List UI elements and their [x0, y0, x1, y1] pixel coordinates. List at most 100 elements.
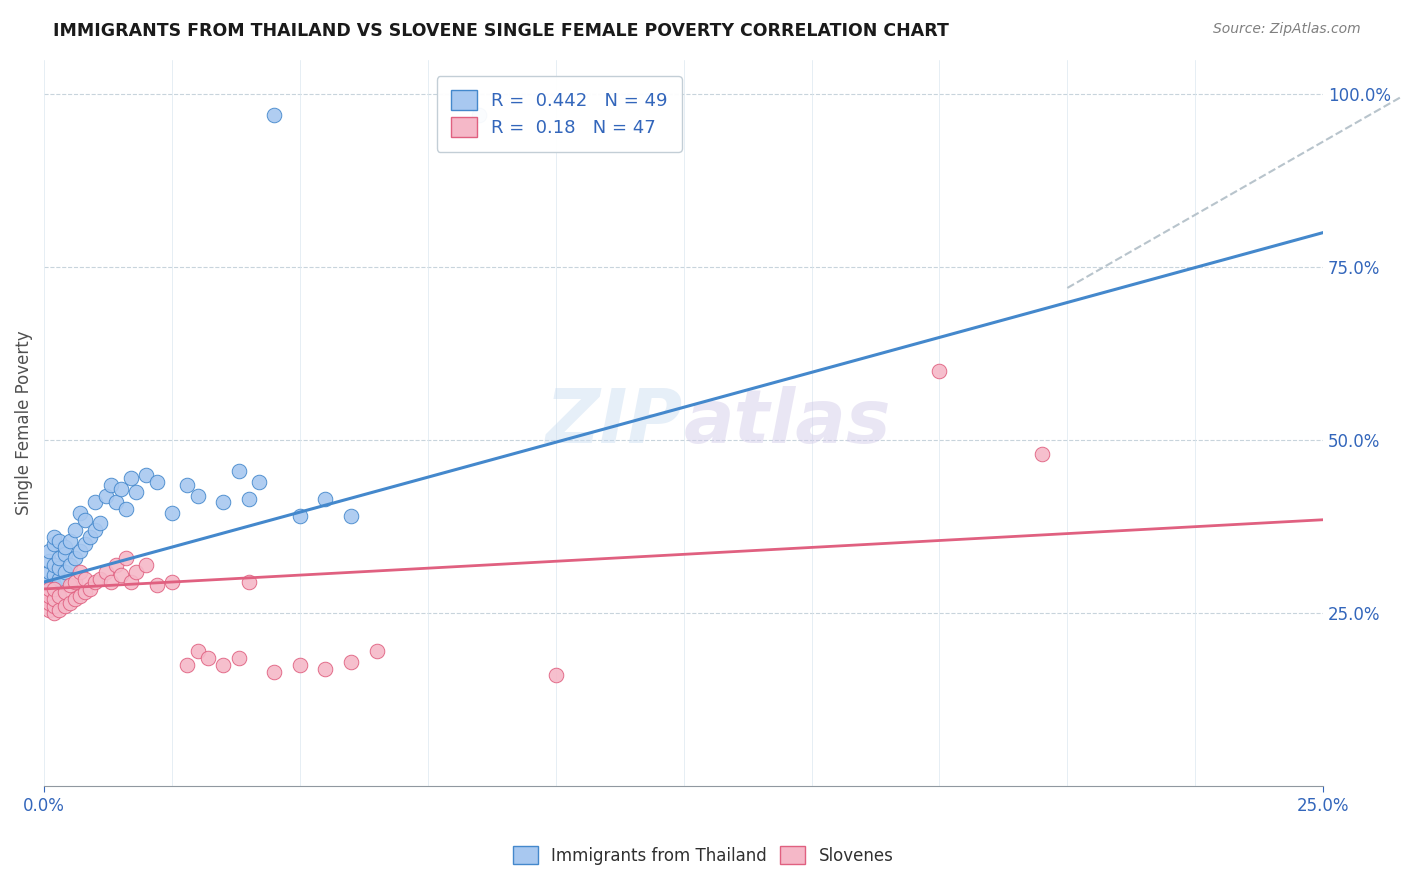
Point [238, 574, 260, 589]
Point [94, 489, 117, 503]
Point [69, 544, 91, 558]
Point [145, 475, 167, 489]
Point [340, 655, 363, 669]
Point [89, 572, 111, 586]
Point [197, 651, 219, 665]
Point [48, 550, 70, 565]
Point [48, 589, 70, 603]
Point [84, 523, 107, 537]
Point [79, 582, 101, 596]
Point [366, 644, 388, 658]
Point [84, 495, 107, 509]
Point [315, 491, 337, 506]
Point [38, 596, 60, 610]
Point [48, 603, 70, 617]
Point [73, 572, 96, 586]
Point [263, 108, 285, 122]
Point [44, 578, 66, 592]
Point [44, 582, 66, 596]
Point [110, 482, 132, 496]
Point [44, 558, 66, 572]
Point [53, 565, 76, 579]
Point [48, 561, 70, 575]
Point [63, 592, 86, 607]
Point [247, 475, 270, 489]
Point [104, 558, 127, 572]
Text: IMMIGRANTS FROM THAILAND VS SLOVENE SINGLE FEMALE POVERTY CORRELATION CHART: IMMIGRANTS FROM THAILAND VS SLOVENE SING… [53, 22, 949, 40]
Point [115, 550, 138, 565]
Point [59, 578, 82, 592]
Point [125, 565, 148, 579]
Point [38, 554, 60, 568]
Point [120, 574, 142, 589]
Point [63, 574, 86, 589]
Point [94, 565, 117, 579]
Point [63, 523, 86, 537]
Text: atlas: atlas [683, 386, 891, 459]
Point [69, 506, 91, 520]
Point [89, 516, 111, 531]
Point [187, 489, 209, 503]
Point [176, 658, 198, 673]
Point [288, 509, 311, 524]
Point [288, 658, 311, 673]
Point [160, 506, 183, 520]
Point [69, 565, 91, 579]
Point [38, 589, 60, 603]
Point [79, 530, 101, 544]
Point [59, 596, 82, 610]
Point [135, 558, 157, 572]
Point [928, 364, 950, 378]
Point [1031, 447, 1053, 461]
Point [100, 574, 122, 589]
Point [212, 495, 235, 509]
Point [263, 665, 285, 679]
Point [340, 509, 363, 524]
Point [38, 574, 60, 589]
Point [59, 558, 82, 572]
Point [53, 599, 76, 614]
Point [135, 467, 157, 482]
Point [63, 550, 86, 565]
Point [228, 464, 250, 478]
Point [315, 661, 337, 675]
Point [38, 603, 60, 617]
Point [44, 606, 66, 620]
Point [44, 537, 66, 551]
Point [104, 495, 127, 509]
Point [38, 565, 60, 579]
Point [44, 568, 66, 582]
Point [44, 592, 66, 607]
Point [115, 502, 138, 516]
Point [48, 572, 70, 586]
Point [238, 491, 260, 506]
Point [187, 644, 209, 658]
Point [468, 108, 491, 122]
Text: Source: ZipAtlas.com: Source: ZipAtlas.com [1213, 22, 1361, 37]
Point [100, 478, 122, 492]
Point [38, 582, 60, 596]
Legend: R =  0.442   N = 49, R =  0.18   N = 47: R = 0.442 N = 49, R = 0.18 N = 47 [437, 76, 682, 152]
Point [544, 668, 567, 682]
Point [69, 589, 91, 603]
Point [44, 530, 66, 544]
Point [84, 574, 107, 589]
Point [53, 547, 76, 561]
Legend: Immigrants from Thailand, Slovenes: Immigrants from Thailand, Slovenes [505, 838, 901, 873]
Text: ZIP: ZIP [547, 386, 683, 459]
Point [145, 578, 167, 592]
Y-axis label: Single Female Poverty: Single Female Poverty [15, 331, 32, 516]
Point [73, 537, 96, 551]
Point [59, 533, 82, 548]
Point [160, 574, 183, 589]
Point [110, 568, 132, 582]
Point [48, 533, 70, 548]
Point [38, 544, 60, 558]
Point [53, 585, 76, 599]
Point [44, 599, 66, 614]
Point [176, 478, 198, 492]
Point [212, 658, 235, 673]
Point [53, 541, 76, 555]
Point [73, 585, 96, 599]
Point [120, 471, 142, 485]
